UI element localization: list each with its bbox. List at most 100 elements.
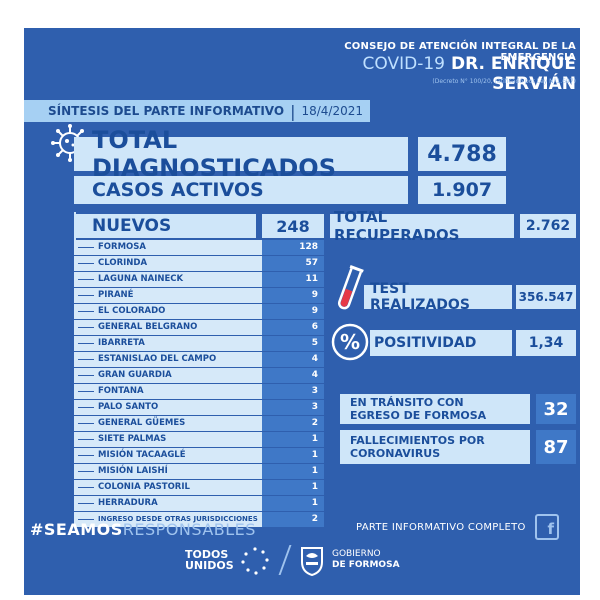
list-item: COLONIA PASTORIL 1 [74, 480, 324, 496]
hashtag-part2: RESPONSABLES [122, 520, 256, 539]
list-item: GENERAL GÜEMES 2 [74, 416, 324, 432]
fallecimientos-line1: FALLECIMIENTOS POR [350, 434, 485, 447]
gobierno-logo-text: GOBIERNO DE FORMOSA [332, 549, 400, 571]
list-item: GRAN GUARDIA 4 [74, 368, 324, 384]
nuevos-label: NUEVOS [74, 214, 256, 238]
list-item: ESTANISLAO DEL CAMPO 4 [74, 352, 324, 368]
list-item: INGRESO DESDE OTRAS JURISDICCIONES 2 [74, 512, 324, 528]
row-name: INGRESO DESDE OTRAS JURISDICCIONES [98, 515, 258, 523]
row-value: 4 [262, 368, 324, 383]
row-value: 57 [262, 256, 324, 271]
en-transito-label: EN TRÁNSITO CON EGRESO DE FORMOSA [340, 394, 530, 424]
row-name: MISIÓN LAISHÍ [98, 466, 168, 476]
nuevos-value: 248 [262, 214, 324, 238]
positividad-value: 1,34 [516, 330, 576, 356]
total-recuperados-value: 2.762 [520, 214, 576, 238]
list-item: PALO SANTO 3 [74, 400, 324, 416]
hashtag-part1: #SEAMOS [30, 520, 123, 539]
row-name: GRAN GUARDIA [98, 370, 172, 380]
todos-line2: UNIDOS [185, 559, 234, 572]
test-realizados-label: TEST REALIZADOS [364, 281, 512, 313]
fallecimientos-line2: CORONAVIRUS [350, 447, 441, 460]
list-item: MISIÓN TACAAGLÉ 1 [74, 448, 324, 464]
row-value: 5 [262, 336, 324, 351]
formosa-shield-icon [301, 547, 323, 576]
total-diagnosticados-label: TOTAL DIAGNOSTICADOS [74, 126, 408, 182]
list-item: MISIÓN LAISHÍ 1 [74, 464, 324, 480]
row-name: FONTANA [98, 386, 144, 396]
header-decree: (Decreto N° 100/20, ratificado por Ley N… [432, 78, 576, 85]
row-value: 1 [262, 480, 324, 495]
row-value: 3 [262, 400, 324, 415]
row-value: 9 [262, 288, 324, 303]
doctor-name: DR. ENRIQUE SERVIÁN [450, 54, 576, 94]
row-value: 9 [262, 304, 324, 319]
list-item: IBARRETA 5 [74, 336, 324, 352]
row-name: FORMOSA [98, 242, 146, 252]
svg-text:%: % [340, 330, 360, 354]
header-council: CONSEJO DE ATENCIÓN INTEGRAL DE LA EMERG… [344, 41, 576, 63]
nuevos-list: FORMOSA 128 CLORINDA 57 LAGUNA NAINECK 11 P… [74, 240, 324, 528]
gobierno-line2: DE FORMOSA [332, 560, 400, 570]
row-name: MISIÓN TACAAGLÉ [98, 450, 186, 460]
gobierno-line1: GOBIERNO [332, 549, 381, 559]
row-value: 1 [262, 496, 324, 511]
row-value: 2 [262, 512, 324, 527]
row-name: PIRANÉ [98, 290, 134, 300]
test-tube-icon [337, 265, 364, 310]
list-item: HERRADURA 1 [74, 496, 324, 512]
row-name: EL COLORADO [98, 306, 166, 316]
stars-icon [241, 547, 269, 575]
en-transito-line1: EN TRÁNSITO CON [350, 396, 464, 409]
positividad-label: POSITIVIDAD [370, 330, 512, 356]
row-value: 11 [262, 272, 324, 287]
row-name: CLORINDA [98, 258, 148, 268]
casos-activos-label: CASOS ACTIVOS [74, 176, 408, 204]
row-name: IBARRETA [98, 338, 145, 348]
list-item: PIRANÉ 9 [74, 288, 324, 304]
row-name: COLONIA PASTORIL [98, 482, 190, 492]
en-transito-line2: EGRESO DE FORMOSA [350, 409, 487, 422]
row-value: 128 [262, 240, 324, 255]
fallecimientos-value: 87 [536, 430, 576, 464]
fallecimientos-label: FALLECIMIENTOS POR CORONAVIRUS [340, 430, 530, 464]
casos-activos-value: 1.907 [418, 176, 506, 204]
row-name: ESTANISLAO DEL CAMPO [98, 354, 217, 364]
parte-completo-link[interactable]: PARTE INFORMATIVO COMPLETO [356, 522, 526, 533]
list-item: FORMOSA 128 [74, 240, 324, 256]
row-value: 1 [262, 448, 324, 463]
header-title: COVID-19 DR. ENRIQUE SERVIÁN [290, 54, 576, 94]
en-transito-value: 32 [536, 394, 576, 424]
todos-unidos-logo: TODOS UNIDOS [185, 549, 234, 571]
row-name: GENERAL BELGRANO [98, 322, 198, 332]
row-name: LAGUNA NAINECK [98, 274, 184, 284]
list-item: GENERAL BELGRANO 6 [74, 320, 324, 336]
sintesis-divider: | [290, 101, 296, 121]
list-item: EL COLORADO 9 [74, 304, 324, 320]
list-item: CLORINDA 57 [74, 256, 324, 272]
list-item: SIETE PALMAS 1 [74, 432, 324, 448]
sintesis-date: 18/4/2021 [301, 104, 363, 118]
row-value: 2 [262, 416, 324, 431]
percent-icon: % [331, 323, 369, 361]
row-value: 6 [262, 320, 324, 335]
sintesis-title: SÍNTESIS DEL PARTE INFORMATIVO [48, 104, 285, 118]
row-value: 1 [262, 464, 324, 479]
facebook-icon[interactable]: f [535, 514, 559, 540]
row-name: GENERAL GÜEMES [98, 418, 186, 428]
row-name: HERRADURA [98, 498, 158, 508]
list-item: FONTANA 3 [74, 384, 324, 400]
row-value: 1 [262, 432, 324, 447]
row-value: 4 [262, 352, 324, 367]
todos-line1: TODOS [185, 548, 229, 561]
total-recuperados-label: TOTAL RECUPERADOS [330, 208, 514, 244]
sintesis-bar: SÍNTESIS DEL PARTE INFORMATIVO | 18/4/20… [24, 100, 370, 122]
row-name: PALO SANTO [98, 402, 159, 412]
test-realizados-value: 356.547 [516, 285, 576, 309]
hashtag: #SEAMOSRESPONSABLES [30, 520, 256, 539]
list-item: LAGUNA NAINECK 11 [74, 272, 324, 288]
covid-label: COVID-19 [362, 54, 445, 74]
total-diagnosticados-value: 4.788 [418, 137, 506, 171]
row-value: 3 [262, 384, 324, 399]
